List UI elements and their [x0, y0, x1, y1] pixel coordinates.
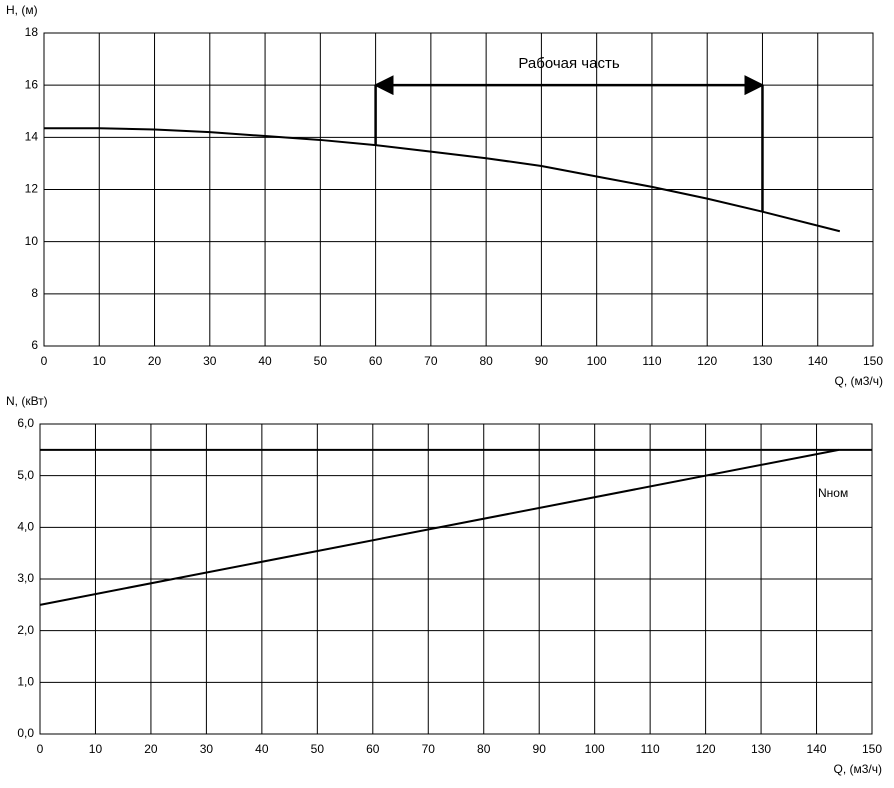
x-tick-label: 10 — [93, 354, 107, 368]
y-tick-label: 1,0 — [17, 675, 34, 689]
y-tick-label: 8 — [31, 286, 38, 300]
x-tick-label: 150 — [862, 742, 882, 756]
y-tick-label: 18 — [25, 25, 39, 39]
x-tick-label: 70 — [422, 742, 436, 756]
x-tick-label: 150 — [863, 354, 883, 368]
x-tick-label: 80 — [479, 354, 493, 368]
x-axis-label: Q, (м3/ч) — [834, 374, 883, 388]
x-tick-label: 110 — [642, 354, 661, 368]
x-tick-label: 50 — [311, 742, 325, 756]
y-tick-label: 6 — [31, 338, 38, 352]
x-tick-label: 30 — [200, 742, 214, 756]
line-series — [39, 448, 839, 606]
x-tick-label: 20 — [148, 354, 162, 368]
plot-border — [39, 423, 873, 735]
x-tick-label: 90 — [535, 354, 549, 368]
x-tick-label: 60 — [366, 742, 380, 756]
x-tick-label: 100 — [587, 354, 607, 368]
x-tick-label: 120 — [696, 742, 716, 756]
x-tick-label: 90 — [533, 742, 547, 756]
x-tick-label: 40 — [258, 354, 272, 368]
y-tick-label: 5,0 — [17, 468, 34, 482]
y-axis-label: N, (кВт) — [6, 394, 48, 408]
y-axis-label: H, (м) — [6, 3, 38, 17]
x-axis-label: Q, (м3/ч) — [833, 762, 882, 776]
x-tick-label: 10 — [89, 742, 103, 756]
y-tick-label: 6,0 — [17, 416, 34, 430]
x-tick-label: 130 — [752, 354, 772, 368]
x-tick-label: 110 — [641, 742, 660, 756]
y-tick-label: 2,0 — [17, 623, 34, 637]
y-tick-label: 14 — [25, 130, 39, 144]
x-tick-label: 70 — [424, 354, 438, 368]
x-tick-label: 100 — [585, 742, 605, 756]
y-tick-label: 4,0 — [17, 520, 34, 534]
x-tick-label: 80 — [477, 742, 491, 756]
y-tick-label: 16 — [25, 77, 39, 91]
x-tick-label: 130 — [751, 742, 771, 756]
reference-label: Nном — [818, 486, 848, 500]
x-tick-label: 60 — [369, 354, 383, 368]
y-tick-label: 10 — [25, 234, 39, 248]
plot-border — [43, 32, 874, 347]
y-tick-label: 12 — [25, 182, 39, 196]
y-tick-label: 0,0 — [17, 726, 34, 740]
x-tick-label: 50 — [314, 354, 328, 368]
x-tick-label: 120 — [697, 354, 717, 368]
x-tick-label: 40 — [255, 742, 269, 756]
x-tick-label: 20 — [144, 742, 158, 756]
x-tick-label: 0 — [37, 742, 44, 756]
line-series — [44, 127, 841, 233]
x-tick-label: 140 — [808, 354, 828, 368]
range-label: Рабочая часть — [518, 55, 619, 72]
x-tick-label: 140 — [807, 742, 827, 756]
y-tick-label: 3,0 — [17, 571, 34, 585]
x-tick-label: 30 — [203, 354, 217, 368]
x-tick-label: 0 — [41, 354, 48, 368]
